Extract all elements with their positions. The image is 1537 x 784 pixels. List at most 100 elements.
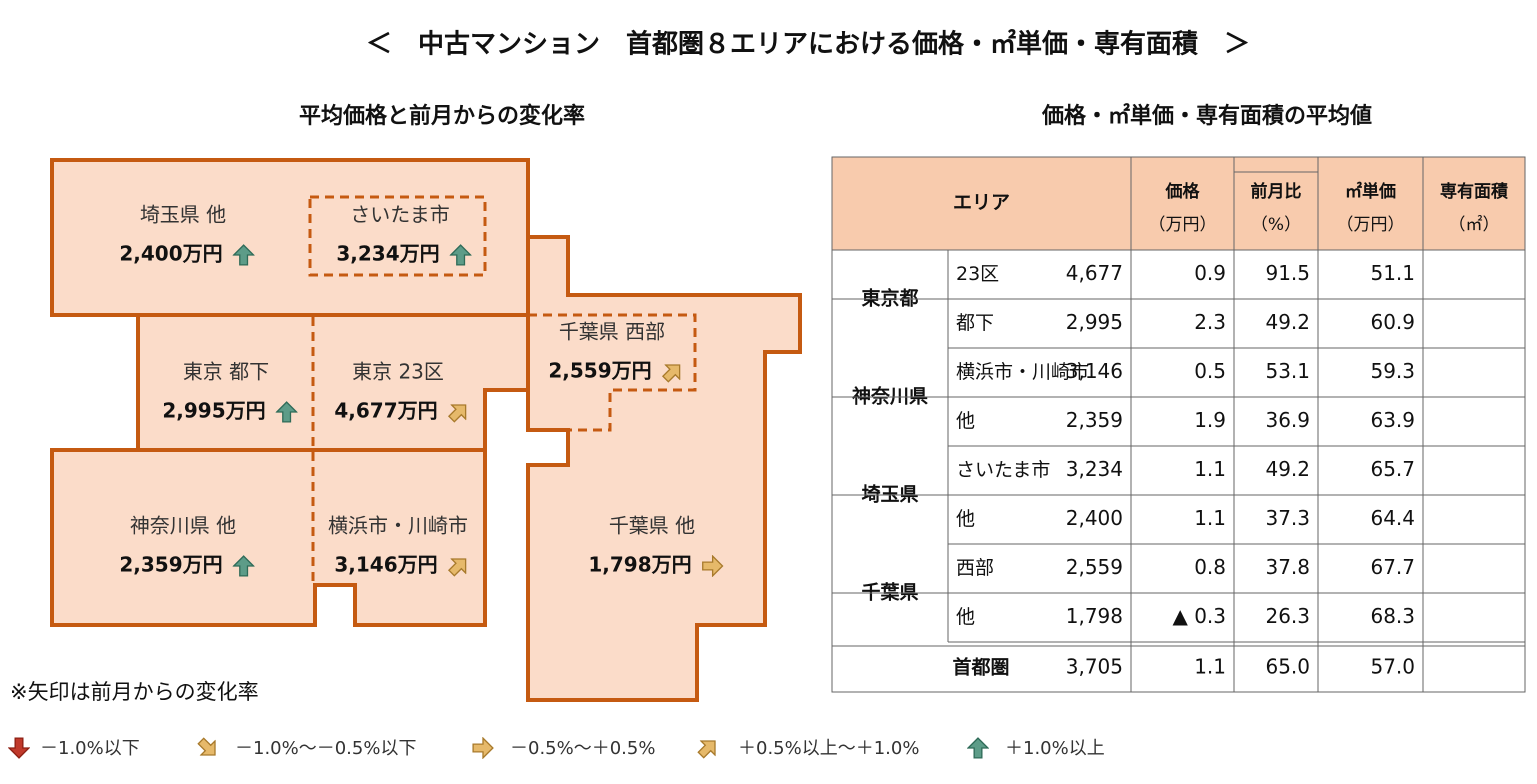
table-cell: 51.1 [1370,261,1415,285]
region-price: 2,995万円 [162,399,265,423]
total-cell: 1.1 [1194,655,1226,679]
table-cell: 65.7 [1370,457,1415,481]
total-label: 首都圏 [952,656,1009,679]
table-header: 前月比 [1251,181,1302,202]
region-chiba [526,235,802,702]
table-header: 専有面積 [1440,181,1509,202]
row-label: 他 [956,606,975,628]
region-name: 東京 都下 [183,360,269,384]
table-cell: 91.5 [1265,261,1310,285]
region-price: 3,234万円 [336,242,439,266]
table-cell: 26.3 [1265,604,1310,628]
region-name: 東京 23区 [352,360,444,384]
table-cell: 37.8 [1265,555,1310,579]
region-price: 1,798万円 [588,553,691,577]
region-name: さいたま市 [350,203,449,227]
legend-label: －1.0%～－0.5%以下 [235,738,416,759]
table-header: （万円） [1149,215,1217,235]
table-cell: 3,234 [1066,457,1123,481]
arrow-shape [193,733,223,763]
arrow-shape [472,737,494,759]
row-label: さいたま市 [956,459,1050,481]
row-label: 西部 [956,557,994,579]
arrow-shape [693,733,723,763]
legend-label: －1.0%以下 [40,738,140,759]
table-cell: 1.1 [1194,457,1226,481]
row-label: 都下 [956,312,994,334]
table-cell: 2,400 [1066,506,1123,530]
table-cell: 49.2 [1265,310,1310,334]
map [50,158,802,702]
total-cell: 57.0 [1370,655,1415,679]
arrow-icon [472,737,494,759]
group-name: 神奈川県 [852,385,928,408]
table-cell: ▲ 0.3 [1172,604,1226,628]
divider [528,313,697,432]
table-cell: 60.9 [1370,310,1415,334]
total-cell: 65.0 [1265,655,1310,679]
table-cell: 1.9 [1194,408,1226,432]
table-cell: 3,146 [1066,359,1123,383]
table-cell: 0.8 [1194,555,1226,579]
table-header: （万円） [1337,215,1405,235]
region-name: 神奈川県 他 [130,514,236,538]
table-border [831,156,1526,693]
table-cell: 2.3 [1194,310,1226,334]
arrow-shape [8,737,30,759]
table-cell: 53.1 [1265,359,1310,383]
table-cell: 67.7 [1370,555,1415,579]
table-cell: 0.5 [1194,359,1226,383]
region-price: 2,559万円 [548,359,651,383]
table-header-bg [832,157,1525,250]
row-label: 23区 [956,263,999,285]
region-name: 千葉県 西部 [559,320,665,344]
table-cell: 2,359 [1066,408,1123,432]
table-title: 価格・㎡単価・専有面積の平均値 [1041,103,1372,129]
table-cell: 1.1 [1194,506,1226,530]
group-name: 東京都 [861,287,918,310]
group-name: 埼玉県 [861,483,918,506]
page-title: ＜ 中古マンション 首都圏８エリアにおける価格・㎡単価・専有面積 ＞ [366,29,1250,60]
table-header: ㎡単価 [1345,181,1396,202]
table-cell: 36.9 [1265,408,1310,432]
table-cell: 0.9 [1194,261,1226,285]
row-label: 他 [956,410,975,432]
region-price: 2,400万円 [119,242,222,266]
region-price: 4,677万円 [334,399,437,423]
table-cell: 1,798 [1066,604,1123,628]
legend-label: ＋0.5%以上～＋1.0% [738,738,919,759]
table-cell: 2,995 [1066,310,1123,334]
arrow-icon [693,733,723,763]
legend-label: －0.5%～＋0.5% [510,738,655,759]
table-cell: 2,559 [1066,555,1123,579]
note: ※矢印は前月からの変化率 [10,680,259,704]
table-cell: 49.2 [1265,457,1310,481]
region-price: 3,146万円 [334,553,437,577]
row-label: 他 [956,508,975,530]
table-cell: 59.3 [1370,359,1415,383]
arrow-icon [967,737,989,759]
total-cell: 3,705 [1066,655,1123,679]
map-title: 平均価格と前月からの変化率 [299,103,585,129]
table-header: エリア [953,192,1010,214]
table-cell: 4,677 [1066,261,1123,285]
region-saitama [50,158,530,317]
table-cell: 63.9 [1370,408,1415,432]
region-price: 2,359万円 [119,553,222,577]
region-kanagawa [50,448,487,627]
legend-label: ＋1.0%以上 [1005,738,1105,759]
arrow-shape [967,737,989,759]
table-header: （㎡） [1449,215,1500,235]
table-header: 価格 [1165,181,1201,202]
table-header: （%） [1251,215,1301,235]
table-cell: 68.3 [1370,604,1415,628]
table-cell: 37.3 [1265,506,1310,530]
region-name: 埼玉県 他 [140,203,226,227]
divider [308,195,487,277]
region-name: 横浜市・川崎市 [328,514,468,538]
row-label: 横浜市・川崎市 [956,361,1089,383]
region-name: 千葉県 他 [609,514,695,538]
arrow-icon [193,733,223,763]
